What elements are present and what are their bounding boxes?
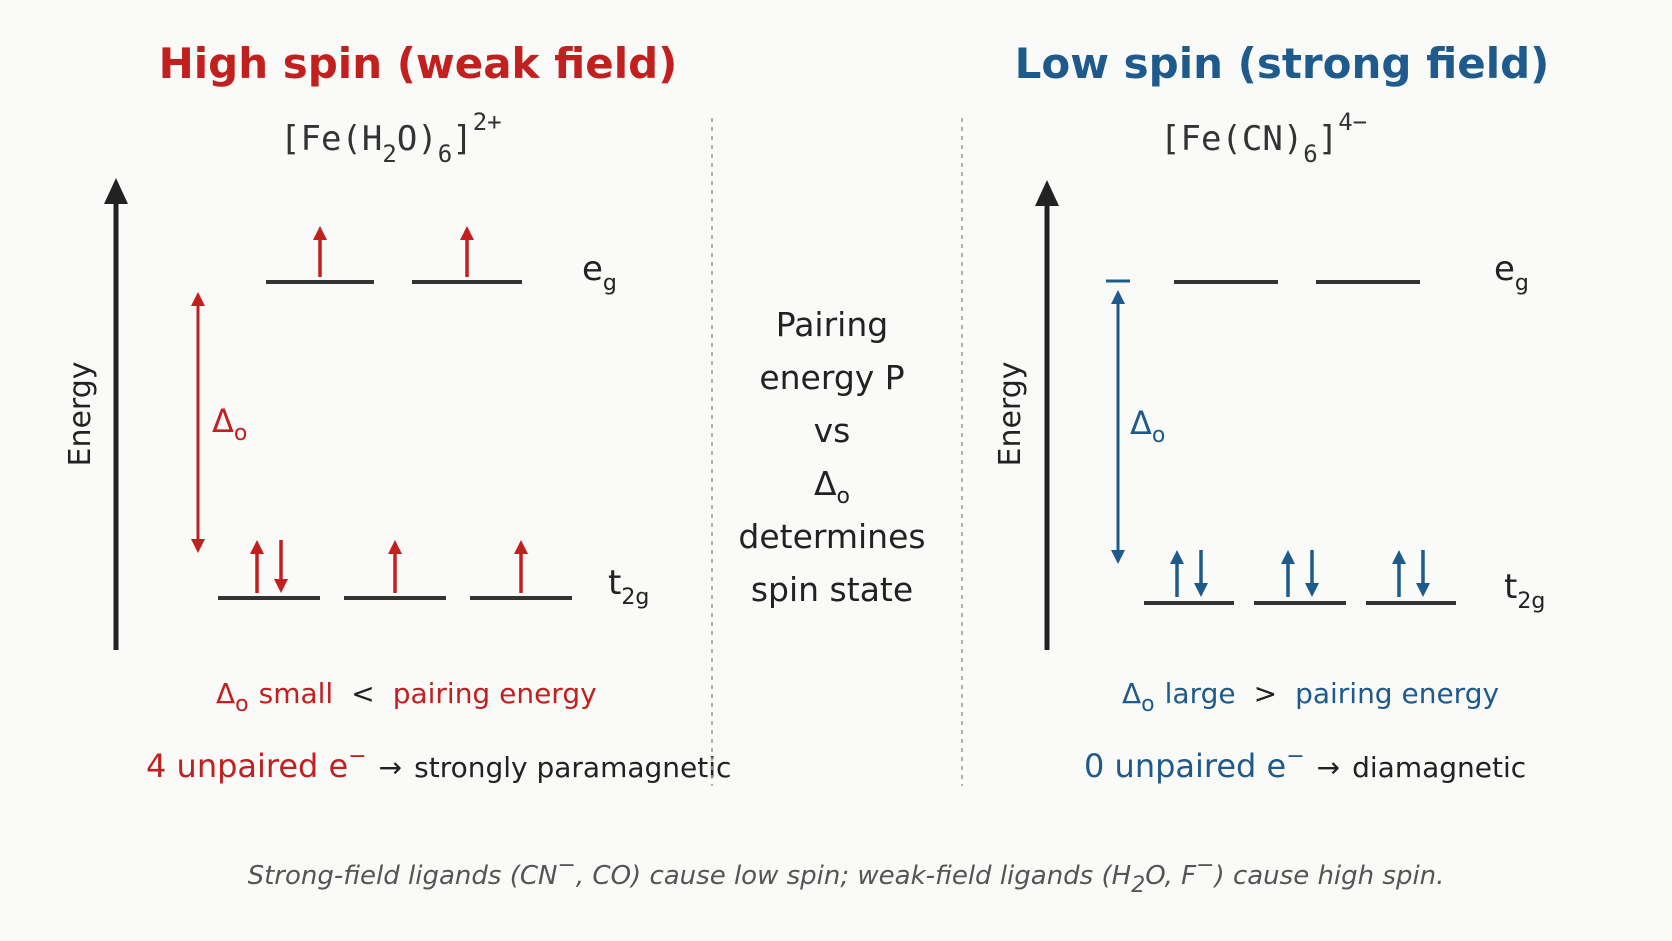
center-line-6: spin state xyxy=(751,570,913,609)
electron-spin-down-arrowhead xyxy=(1194,583,1208,597)
high-spin-axis-label: Energy xyxy=(63,361,98,466)
high-spin-axis-arrowhead xyxy=(104,178,128,204)
electron-spin-up-arrowhead xyxy=(250,540,264,554)
electron-spin-up-arrowhead xyxy=(1281,550,1295,564)
center-note: Pairing energy P vs Δo determines spin s… xyxy=(738,305,925,609)
high-spin-delta-arrowhead-bottom xyxy=(191,539,205,553)
center-line-4: Δo xyxy=(814,464,850,509)
high-spin-delta-arrowhead-top xyxy=(191,292,205,306)
footnote: Strong-field ligands (CN−, CO) cause low… xyxy=(248,853,1445,898)
low-spin-delta-arrowhead-top xyxy=(1111,290,1125,304)
electron-spin-up-arrowhead xyxy=(514,540,528,554)
low-spin-axis-arrowhead xyxy=(1035,180,1059,206)
low-spin-t2g-label: t2g xyxy=(1504,567,1545,614)
low-spin-delta-label: Δo xyxy=(1130,404,1165,448)
center-line-2: energy P xyxy=(759,358,904,397)
center-line-3: vs xyxy=(814,411,851,450)
low-spin-delta-arrowhead-bottom xyxy=(1111,550,1125,564)
low-spin-result: 0 unpaired e− → diamagnetic xyxy=(1084,744,1526,785)
electron-spin-down-arrowhead xyxy=(274,579,288,593)
center-line-1: Pairing xyxy=(776,305,888,344)
electron-spin-up-arrowhead xyxy=(460,226,474,240)
electron-spin-up-arrowhead xyxy=(388,540,402,554)
high-spin-title: High spin (weak field) xyxy=(159,39,678,88)
center-line-5: determines xyxy=(738,517,925,556)
high-spin-delta-label: Δo xyxy=(212,402,247,446)
high-spin-result: 4 unpaired e− → strongly paramagnetic xyxy=(146,744,731,785)
low-spin-comparison: Δo large > pairing energy xyxy=(1122,677,1499,717)
electron-spin-down-arrowhead xyxy=(1416,583,1430,597)
high-spin-t2g-label: t2g xyxy=(608,563,649,610)
electron-spin-down-arrowhead xyxy=(1305,583,1319,597)
electron-spin-up-arrowhead xyxy=(1170,550,1184,564)
high-spin-eg-label: eg xyxy=(582,249,617,296)
high-spin-comparison: Δo small < pairing energy xyxy=(216,677,597,717)
electron-spin-up-arrowhead xyxy=(1392,550,1406,564)
low-spin-title: Low spin (strong field) xyxy=(1015,39,1550,88)
high-spin-formula: [Fe(H2O)6]2+ xyxy=(280,108,502,168)
low-spin-formula: [Fe(CN)6]4− xyxy=(1160,108,1367,168)
low-spin-eg-label: eg xyxy=(1494,249,1529,296)
low-spin-axis-label: Energy xyxy=(993,361,1028,466)
electron-spin-up-arrowhead xyxy=(313,226,327,240)
